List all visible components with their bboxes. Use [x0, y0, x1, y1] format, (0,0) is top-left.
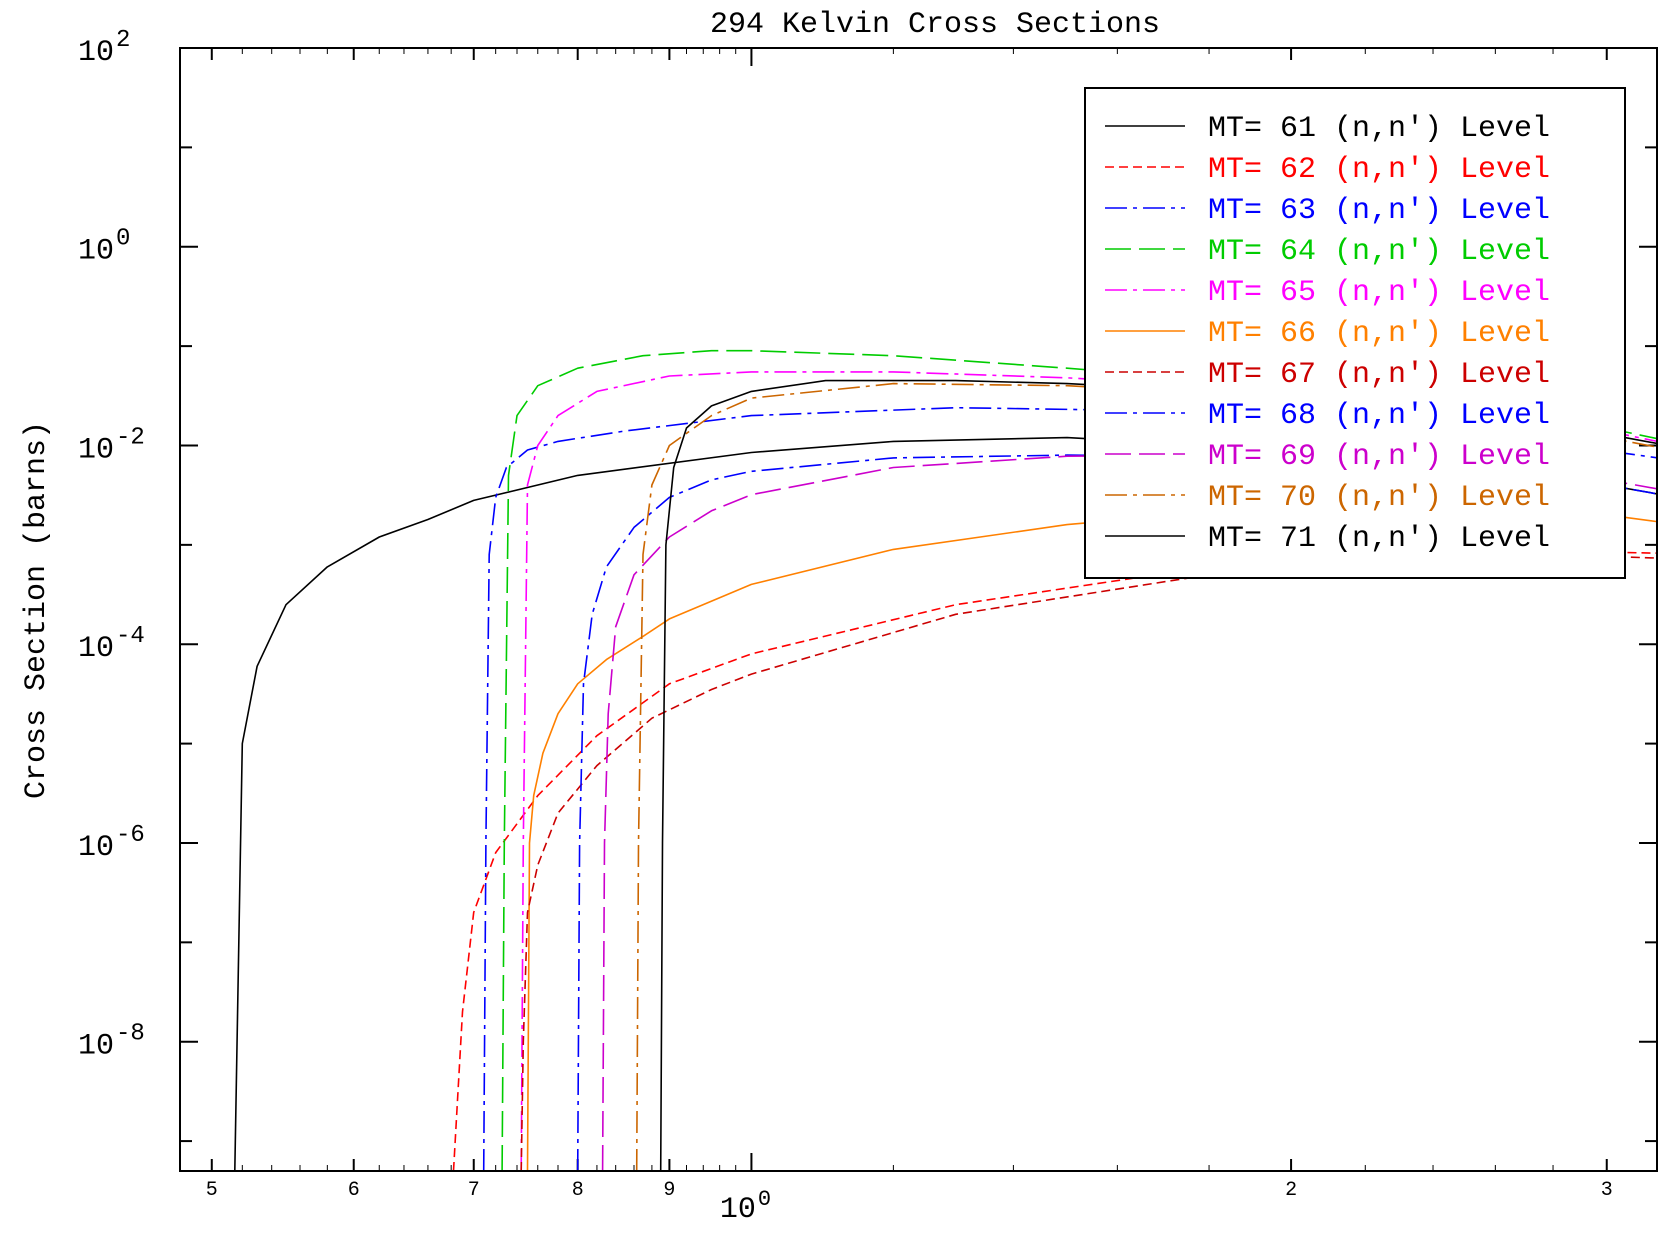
legend-entry-label: MT= 65 (n,n') Level	[1208, 276, 1550, 310]
legend-box	[1084, 87, 1626, 579]
y-decade-label: 100	[78, 226, 130, 269]
x-tick-label: 7	[468, 1179, 480, 1202]
y-axis-label: Cross Section (barns)	[20, 421, 54, 799]
plot-frame	[179, 47, 1658, 1172]
x-tick-label: 8	[572, 1179, 584, 1202]
y-decade-label: 10-4	[78, 623, 145, 666]
y-decade-label: 102	[78, 27, 130, 70]
y-decade-label: 10-8	[78, 1021, 145, 1064]
legend-entry-label: MT= 70 (n,n') Level	[1208, 481, 1550, 515]
series-line-6	[526, 502, 1657, 1171]
legend-entry-label: MT= 68 (n,n') Level	[1208, 399, 1550, 433]
x-decade-label: 100	[720, 1187, 771, 1227]
x-tick-label: 2	[1285, 1179, 1297, 1202]
series-line-4	[501, 349, 1657, 1171]
y-axis-tick-labels: 102 100 10-2 10-4 10-6 10-8	[78, 27, 145, 1064]
series-line-5	[520, 371, 1657, 1171]
y-decade-label: 10-6	[78, 822, 145, 865]
chart-title: 294 Kelvin Cross Sections	[710, 8, 1160, 42]
y-decade-label: 10-2	[78, 424, 145, 467]
series-line-7	[520, 551, 1657, 1171]
legend-entry-label: MT= 64 (n,n') Level	[1208, 235, 1550, 269]
x-axis-tick-labels: 567892345678923100101	[206, 1179, 1613, 1227]
series-line-2	[452, 548, 1657, 1171]
x-tick-label: 6	[348, 1179, 360, 1202]
legend-entry-label: MT= 67 (n,n') Level	[1208, 358, 1550, 392]
legend-entry-label: MT= 62 (n,n') Level	[1208, 153, 1550, 187]
legend-entry-label: MT= 69 (n,n') Level	[1208, 440, 1550, 474]
x-tick-label: 5	[206, 1179, 218, 1202]
legend: MT= 61 (n,n') Level MT= 62 (n,n') Level MT…	[1084, 87, 1626, 579]
series-line-11	[659, 379, 1657, 1171]
legend-entry-label: MT= 71 (n,n') Level	[1208, 522, 1550, 556]
x-tick-label: 9	[663, 1179, 675, 1202]
x-tick-label: 3	[1601, 1179, 1613, 1202]
legend-entry-label: MT= 61 (n,n') Level	[1208, 112, 1550, 146]
legend-entry-label: MT= 63 (n,n') Level	[1208, 194, 1550, 228]
legend-entry-label: MT= 66 (n,n') Level	[1208, 317, 1550, 351]
series-line-8	[576, 454, 1657, 1171]
series-line-10	[635, 382, 1657, 1171]
axis-major-ticks	[180, 47, 1657, 1171]
